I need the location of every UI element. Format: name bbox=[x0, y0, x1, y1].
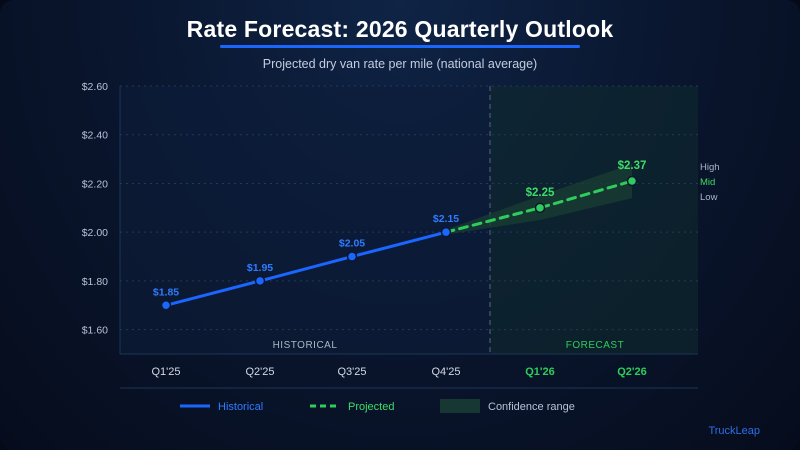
data-points bbox=[160, 175, 638, 311]
band-label-low: Low bbox=[700, 192, 718, 203]
projected-point bbox=[626, 175, 638, 187]
y-tick-label: $1.60 bbox=[82, 325, 108, 337]
historical-region bbox=[120, 86, 490, 354]
y-tick-label: $2.40 bbox=[82, 130, 108, 142]
confidence-area bbox=[446, 163, 632, 235]
legend: Historical Projected Confidence range bbox=[120, 387, 698, 413]
band-label-mid: Mid bbox=[700, 177, 715, 188]
legend-label: Projected bbox=[348, 401, 394, 413]
x-tick-label: Q4'25 bbox=[431, 366, 460, 378]
data-labels: $1.85 $1.95 $2.05 $2.15 $2.25 $2.37 bbox=[153, 160, 647, 298]
region-label-forecast: FORECAST bbox=[566, 340, 624, 351]
data-label: $2.15 bbox=[433, 213, 459, 225]
gridlines bbox=[120, 85, 698, 354]
title-underline bbox=[220, 45, 580, 48]
plot-background bbox=[119, 86, 698, 355]
y-tick-label: $2.60 bbox=[82, 81, 108, 93]
legend-swatch-confidence bbox=[440, 399, 480, 413]
historical-point bbox=[346, 251, 358, 262]
historical-line bbox=[164, 230, 448, 307]
y-tick-label: $2.00 bbox=[82, 227, 108, 239]
x-tick-label: Q3'25 bbox=[337, 366, 366, 378]
data-label: $2.25 bbox=[526, 187, 555, 199]
projected-point bbox=[534, 202, 546, 214]
band-label-high: High bbox=[700, 162, 720, 173]
region-labels: High Mid Low HISTORICAL FORECAST bbox=[273, 162, 720, 351]
region-label-historical: HISTORICAL bbox=[273, 340, 338, 351]
legend-label: Historical bbox=[218, 401, 263, 413]
chart-title: Rate Forecast: 2026 Quarterly Outlook bbox=[186, 16, 614, 42]
y-tick-label: $1.80 bbox=[82, 276, 108, 288]
data-label: $1.85 bbox=[153, 286, 179, 298]
x-axis: Q1'25 Q2'25 Q3'25 Q4'25 Q1'26 Q2'26 bbox=[151, 366, 646, 378]
confidence-band bbox=[446, 163, 632, 235]
historical-point bbox=[440, 226, 452, 238]
x-tick-label: Q2'26 bbox=[617, 366, 647, 378]
legend-label: Confidence range bbox=[488, 401, 575, 413]
data-label: $2.05 bbox=[339, 238, 365, 250]
x-tick-label: Q1'25 bbox=[151, 366, 180, 378]
y-tick-label: $2.20 bbox=[82, 178, 108, 190]
data-label: $2.37 bbox=[618, 160, 647, 172]
y-axis: $2.60 $2.40 $2.20 $2.00 $1.80 $1.60 bbox=[82, 81, 108, 337]
historical-point bbox=[160, 300, 172, 311]
historical-point bbox=[254, 275, 266, 287]
x-tick-label: Q1'26 bbox=[525, 366, 555, 378]
chart-subtitle: Projected dry van rate per mile (nationa… bbox=[262, 57, 538, 71]
data-label: $1.95 bbox=[247, 262, 273, 274]
brand-mark: TruckLeap bbox=[708, 425, 760, 437]
x-tick-label: Q2'25 bbox=[245, 366, 274, 378]
